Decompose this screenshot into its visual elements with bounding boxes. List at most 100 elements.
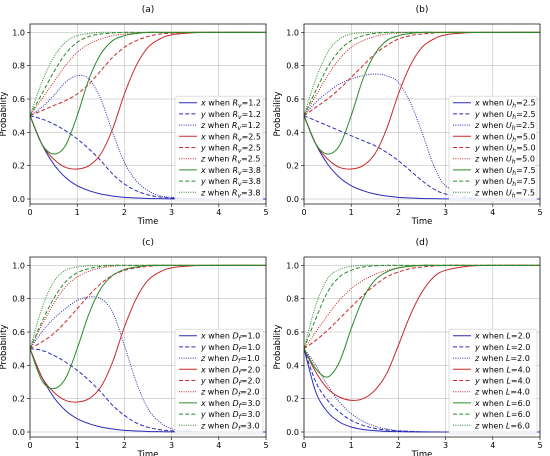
legend-frame xyxy=(174,328,264,435)
legend-entry: x when Uh=7.5 xyxy=(474,166,536,177)
x-tick-label: 3 xyxy=(169,441,174,450)
legend-entry: x when L=4.0 xyxy=(474,365,530,374)
y-tick-label: 0.4 xyxy=(12,361,25,370)
x-tick-label: 2 xyxy=(396,441,401,450)
y-tick-label: 0.2 xyxy=(12,162,25,171)
y-tick-label: 0.8 xyxy=(12,62,25,71)
legend-entry: y when Uh=5.0 xyxy=(474,144,536,155)
y-tick-label: 0.0 xyxy=(12,195,25,204)
chart-panel: (b) 0 1 2 3 4 5 0.0 0.2 0.4 0.6 0.8 1.0 Time Probabili… xyxy=(273,5,543,227)
y-tick-label: 0.6 xyxy=(12,95,25,104)
x-tick-label: 3 xyxy=(169,208,174,217)
legend-entry: z when Rv=1.2 xyxy=(200,121,260,132)
legend-entry: z when L=4.0 xyxy=(474,388,530,397)
chart-panel: (a) 0 1 2 3 4 5 0.0 0.2 0.4 0.6 0.8 1.0 Time Probabili… xyxy=(0,5,269,227)
legend-entry: y when Df=1.0 xyxy=(200,343,260,354)
legend-entry: x when Uh=2.5 xyxy=(474,99,536,110)
x-axis-label: Time xyxy=(137,450,159,456)
legend-entry: z when Uh=5.0 xyxy=(474,155,535,166)
legend-entry: x when Df=3.0 xyxy=(200,399,260,410)
x-tick-label: 4 xyxy=(216,208,221,217)
x-tick-label: 1 xyxy=(349,208,354,217)
x-tick-label: 3 xyxy=(443,208,448,217)
x-tick-label: 2 xyxy=(122,208,127,217)
chart-panel: (c) 0 1 2 3 4 5 0.0 0.2 0.4 0.6 0.8 1.0 Time Probabili… xyxy=(0,238,269,456)
series-line xyxy=(30,115,266,200)
legend-entry: y when L=6.0 xyxy=(474,410,530,419)
x-axis-label: Time xyxy=(411,450,433,456)
series-line xyxy=(30,296,266,433)
y-tick-label: 0.4 xyxy=(286,128,299,137)
x-tick-label: 0 xyxy=(27,441,32,450)
legend-entry: x when Rv=2.5 xyxy=(200,132,261,143)
legend-entry: x when L=2.0 xyxy=(474,332,530,341)
series-line xyxy=(304,264,540,401)
y-tick-label: 0.8 xyxy=(12,295,25,304)
y-tick-label: 0.8 xyxy=(286,62,299,71)
series-line xyxy=(30,31,266,117)
x-tick-label: 4 xyxy=(490,208,495,217)
y-tick-label: 0.4 xyxy=(12,128,25,137)
panel-label: (b) xyxy=(416,5,429,15)
series-line xyxy=(30,264,266,349)
legend-entry: y when Rv=3.8 xyxy=(200,177,261,188)
x-tick-label: 1 xyxy=(75,441,80,450)
legend-entry: x when Rv=1.2 xyxy=(200,99,261,110)
x-tick-label: 0 xyxy=(27,208,32,217)
plot-frame xyxy=(29,256,267,438)
legend-entry: x when Df=1.0 xyxy=(200,332,260,343)
legend-entry: z when L=6.0 xyxy=(474,421,530,430)
x-tick-label: 5 xyxy=(263,441,268,450)
x-tick-label: 2 xyxy=(122,441,127,450)
legend-frame xyxy=(448,95,538,202)
series-line xyxy=(30,31,266,170)
x-axis-label: Time xyxy=(411,217,433,227)
panel-label: (a) xyxy=(142,5,155,15)
x-tick-label: 1 xyxy=(75,208,80,217)
y-tick-label: 1.0 xyxy=(12,28,25,37)
series-line xyxy=(30,264,266,349)
x-tick-label: 0 xyxy=(301,441,306,450)
legend-entry: y when L=2.0 xyxy=(474,343,530,352)
x-tick-label: 4 xyxy=(216,441,221,450)
legend: x when L=2.0 y when L=2.0 z when L=2.0 x wh… xyxy=(448,328,538,435)
legend-entry: x when Rv=3.8 xyxy=(200,166,261,177)
y-axis-label: Probability xyxy=(0,325,9,370)
series-line xyxy=(30,31,266,116)
y-axis-label: Probability xyxy=(273,92,283,137)
y-tick-label: 0.0 xyxy=(286,428,299,437)
x-tick-label: 1 xyxy=(349,441,354,450)
legend-entry: z when Rv=3.8 xyxy=(200,188,260,199)
legend-entry: z when Uh=7.5 xyxy=(474,188,535,199)
legend-entry: y when L=4.0 xyxy=(474,377,530,386)
y-tick-label: 0.6 xyxy=(286,95,299,104)
x-tick-label: 5 xyxy=(263,208,268,217)
legend-entry: z when Df=1.0 xyxy=(200,354,260,365)
y-axis-label: Probability xyxy=(0,92,9,137)
x-tick-label: 3 xyxy=(443,441,448,450)
series-group xyxy=(30,264,266,433)
legend-entry: y when Rv=1.2 xyxy=(200,110,261,121)
series-line xyxy=(304,264,540,349)
x-tick-label: 0 xyxy=(301,208,306,217)
x-tick-label: 4 xyxy=(490,441,495,450)
y-tick-label: 0.4 xyxy=(286,361,299,370)
legend-frame xyxy=(174,95,264,202)
y-axis-label: Probability xyxy=(273,325,283,370)
legend: x when Uh=2.5y when Uh=2.5z when Uh=2.5x… xyxy=(448,95,538,202)
panel-label: (d) xyxy=(416,238,429,248)
y-tick-label: 0.0 xyxy=(286,195,299,204)
legend-entry: y when Df=2.0 xyxy=(200,377,260,388)
series-line xyxy=(30,264,266,403)
y-tick-label: 1.0 xyxy=(12,261,25,270)
legend: x when Df=1.0y when Df=1.0z when Df=1.0x… xyxy=(174,328,264,435)
panel-label: (c) xyxy=(142,238,154,248)
legend-entry: x when Df=2.0 xyxy=(200,365,260,376)
legend-entry: y when Df=3.0 xyxy=(200,410,260,421)
x-axis-label: Time xyxy=(137,217,159,227)
legend-entry: x when Uh=5.0 xyxy=(474,132,536,143)
y-tick-label: 0.0 xyxy=(12,428,25,437)
plot-frame xyxy=(29,23,267,205)
legend-entry: z when Uh=2.5 xyxy=(474,121,535,132)
